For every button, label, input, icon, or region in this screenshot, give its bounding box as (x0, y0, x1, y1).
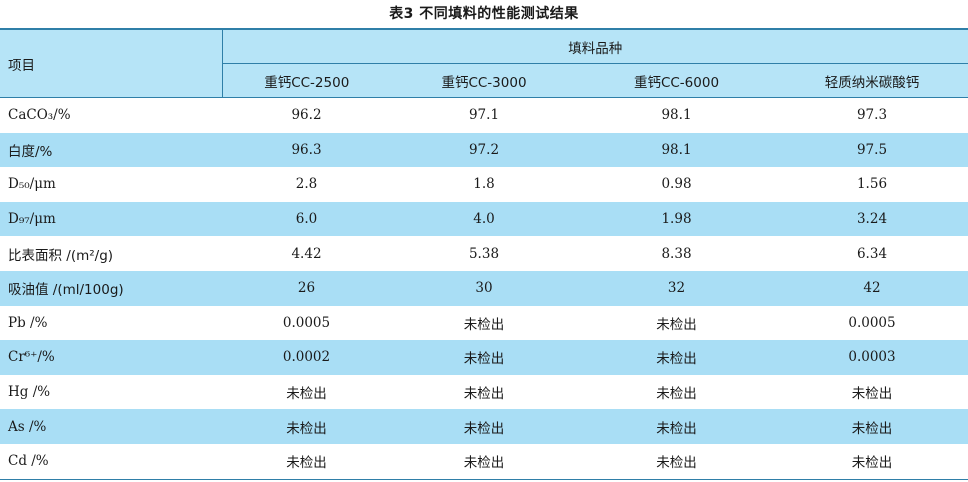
row-label: D₉₇/μm (8, 211, 56, 228)
table-cell: 6.34 (856, 245, 888, 262)
row-label: CaCO₃/% (8, 107, 71, 124)
table-cell: 42 (863, 280, 881, 297)
table-cell: 96.2 (291, 107, 322, 124)
table-cell: 1.98 (661, 211, 692, 228)
table-cell: 未检出 (656, 351, 697, 368)
table-row: 比表面积 /(m²/g) 4.42 5.38 8.38 6.34 (0, 236, 968, 271)
table-row: D₉₇/μm 6.0 4.0 1.98 3.24 (0, 201, 968, 237)
row-label: As /% (8, 418, 47, 435)
table-cell: 6.0 (295, 211, 318, 228)
column-header-cc3000: 重钙CC-3000 (441, 74, 527, 91)
table-cell: 98.1 (661, 107, 692, 124)
row-label: 吸油值 /(ml/100g) (8, 282, 124, 299)
table-cell: 未检出 (463, 316, 505, 333)
table-cell: 未检出 (851, 455, 893, 472)
table-cell: 5.38 (468, 245, 500, 262)
table-cell: 97.3 (856, 107, 888, 124)
table-cell: 32 (667, 280, 686, 297)
table-cell: 98.1 (661, 141, 692, 158)
table-caption: 表3 不同填料的性能测试结果 (389, 6, 579, 22)
row-label: Cr⁶⁺/% (8, 349, 55, 366)
table-cell: 4.0 (473, 211, 495, 228)
table-cell: 4.42 (291, 245, 322, 262)
header-item: 项目 (0, 29, 223, 98)
table-cell: 未检出 (463, 455, 505, 472)
filler-performance-table: 项目 填料品种 重钙CC-2500 重钙CC-3000 重钙CC-6000 轻质… (0, 28, 968, 480)
table-cell: 26 (297, 280, 316, 297)
column-header-cc6000: 重钙CC-6000 (633, 74, 720, 91)
row-label: D₅₀/μm (8, 176, 56, 193)
table-cell: 未检出 (851, 386, 893, 403)
table-row: Cd /% 未检出 未检出 未检出 未检出 (0, 444, 968, 480)
table-cell: 8.38 (661, 245, 692, 262)
table-cell: 未检出 (656, 420, 697, 437)
table-cell: 未检出 (286, 455, 327, 472)
table-row: Pb /% 0.0005 未检出 未检出 0.0005 (0, 306, 968, 341)
table-row: Cr⁶⁺/% 0.0002 未检出 未检出 0.0003 (0, 340, 968, 375)
table-cell: 97.1 (468, 107, 500, 124)
table-row: CaCO₃/% 96.2 97.1 98.1 97.3 (0, 98, 968, 133)
table-row: 白度/% 96.3 97.2 98.1 97.5 (0, 132, 968, 168)
row-label: Pb /% (8, 314, 48, 331)
table-cell: 97.2 (468, 141, 500, 158)
table-cell: 未检出 (463, 420, 505, 437)
table-cell: 1.8 (473, 176, 495, 193)
column-header-cc2500: 重钙CC-2500 (264, 74, 350, 91)
table-cell: 未检出 (656, 455, 697, 472)
table-row: As /% 未检出 未检出 未检出 未检出 (0, 409, 968, 444)
table-cell: 96.3 (291, 141, 322, 158)
table-cell: 未检出 (656, 316, 697, 333)
table-cell: 未检出 (851, 420, 893, 437)
table-cell: 0.0002 (282, 349, 331, 366)
table-cell: 未检出 (286, 386, 327, 403)
table-cell: 未检出 (656, 386, 697, 403)
row-label: Hg /% (8, 384, 51, 401)
table-cell: 3.24 (856, 211, 888, 228)
row-label: Cd /% (8, 453, 49, 470)
table-cell: 0.0005 (282, 314, 331, 331)
row-label: 白度/% (8, 143, 53, 160)
table-cell: 未检出 (463, 386, 505, 403)
table-row: 吸油值 /(ml/100g) 26 30 32 42 (0, 270, 968, 306)
header-group: 填料品种 (222, 29, 968, 64)
table-cell: 0.98 (661, 176, 692, 193)
table-cell: 未检出 (463, 351, 505, 368)
table-row: Hg /% 未检出 未检出 未检出 未检出 (0, 375, 968, 410)
table-cell: 97.5 (856, 141, 888, 158)
table-cell: 1.56 (856, 176, 888, 193)
table-cell: 未检出 (286, 420, 327, 437)
table-cell: 2.8 (295, 176, 318, 193)
table-row: D₅₀/μm 2.8 1.8 0.98 1.56 (0, 167, 968, 202)
table-cell: 30 (475, 280, 493, 297)
table-cell: 0.0003 (848, 349, 896, 366)
row-label: 比表面积 /(m²/g) (8, 247, 114, 264)
column-header-nano: 轻质纳米碳酸钙 (824, 74, 920, 91)
table-cell: 0.0005 (848, 314, 896, 331)
